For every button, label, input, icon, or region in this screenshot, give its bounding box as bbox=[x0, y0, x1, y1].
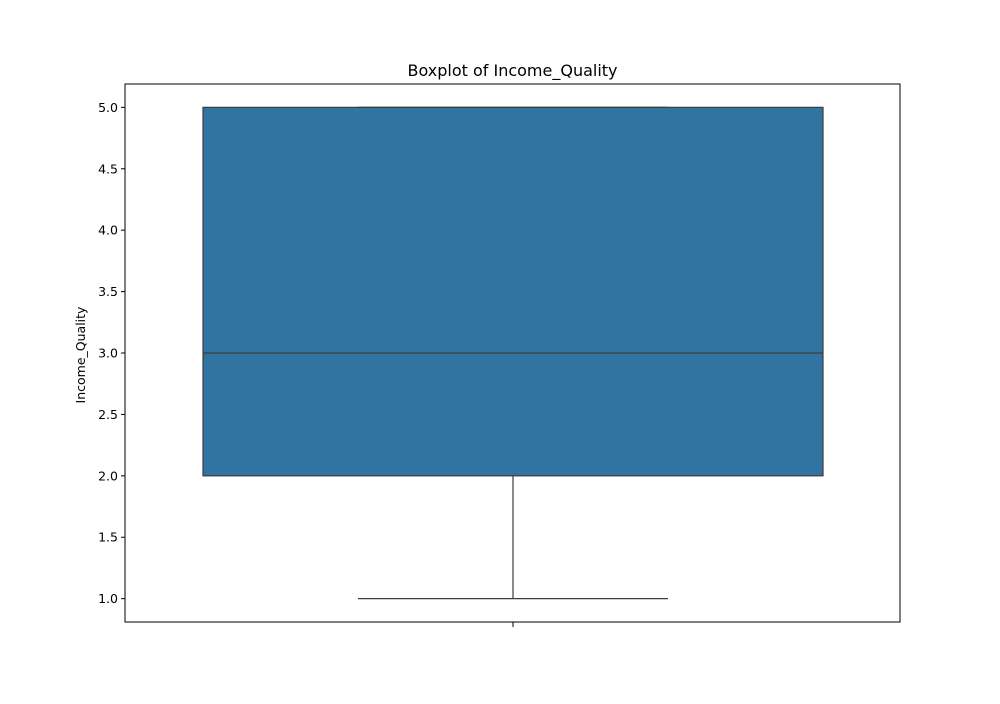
y-tick-label: 4.5 bbox=[98, 161, 118, 176]
y-tick-label: 5.0 bbox=[98, 100, 118, 115]
chart-title: Boxplot of Income_Quality bbox=[407, 61, 617, 81]
y-tick-label: 2.5 bbox=[98, 407, 118, 422]
y-axis-label: Income_Quality bbox=[73, 306, 88, 404]
y-axis-ticks: 1.0 1.5 2.0 2.5 3.0 3.5 4.0 4.5 5.0 bbox=[98, 100, 125, 606]
plot-area bbox=[124, 83, 901, 623]
y-tick-label: 2.0 bbox=[98, 468, 118, 483]
box-iqr bbox=[202, 106, 824, 477]
y-tick-label: 1.0 bbox=[98, 591, 118, 606]
y-tick-label: 1.5 bbox=[98, 530, 118, 545]
y-tick-label: 4.0 bbox=[98, 223, 118, 238]
y-tick-label: 3.0 bbox=[98, 346, 118, 361]
y-tick-label: 3.5 bbox=[98, 284, 118, 299]
